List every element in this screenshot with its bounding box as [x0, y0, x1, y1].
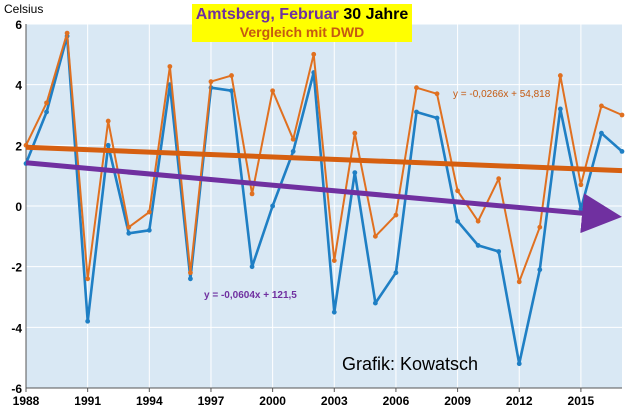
data-point-amtsberg [434, 115, 440, 121]
data-point-dwd [331, 258, 337, 263]
data-point-amtsberg [372, 300, 378, 306]
data-point-amtsberg [619, 149, 625, 154]
data-point-amtsberg [599, 130, 604, 136]
y-tick-label: -2 [11, 261, 22, 275]
data-point-dwd [311, 51, 317, 57]
data-point-dwd [455, 188, 460, 194]
data-point-dwd [516, 279, 522, 285]
data-point-dwd [229, 73, 234, 78]
chart-credit: Grafik: Kowatsch [342, 354, 479, 374]
data-point-dwd [352, 130, 358, 136]
data-point-amtsberg [537, 267, 543, 273]
y-tick-label: 4 [15, 79, 22, 93]
data-point-dwd [599, 103, 604, 109]
y-tick-label: -4 [11, 321, 22, 335]
x-tick-label: 1994 [136, 394, 163, 408]
data-point-dwd [619, 112, 625, 118]
data-point-amtsberg [188, 276, 193, 282]
data-point-amtsberg [393, 270, 399, 276]
x-tick-label: 2012 [506, 394, 533, 408]
trend-equation-amtsberg: y = -0,0604x + 121,5 [204, 290, 297, 301]
y-tick-label: 2 [15, 139, 22, 153]
data-point-dwd [290, 136, 296, 142]
data-point-dwd [105, 118, 111, 124]
data-point-dwd [208, 79, 214, 85]
data-point-dwd [537, 224, 543, 230]
data-point-amtsberg [455, 218, 460, 224]
data-point-dwd [188, 270, 193, 276]
x-tick-label: 1988 [13, 394, 40, 408]
data-point-dwd [44, 100, 49, 106]
y-tick-label: -6 [11, 382, 22, 396]
y-tick-label: 6 [15, 18, 22, 32]
data-point-amtsberg [496, 249, 502, 254]
data-point-amtsberg [44, 109, 49, 115]
data-point-dwd [557, 73, 563, 78]
data-point-amtsberg [249, 264, 255, 270]
data-point-dwd [249, 191, 255, 197]
data-point-dwd [126, 224, 132, 230]
data-point-amtsberg [126, 230, 132, 236]
chart-title: Amtsberg, Februar 30 Jahre [192, 5, 412, 24]
data-point-dwd [393, 212, 399, 218]
data-point-amtsberg [229, 88, 234, 94]
data-point-amtsberg [270, 203, 276, 209]
data-point-dwd [434, 91, 440, 97]
data-point-amtsberg [414, 109, 419, 115]
data-point-dwd [146, 209, 152, 215]
y-tick-label: 0 [15, 200, 22, 214]
x-tick-label: 2000 [259, 394, 286, 408]
x-tick-label: 2009 [444, 394, 471, 408]
chart-subtitle: Vergleich mit DWD [239, 24, 365, 40]
data-point-dwd [167, 64, 173, 69]
x-tick-label: 2006 [383, 394, 410, 408]
data-point-dwd [496, 176, 502, 182]
trendline-amtsberg [25, 160, 622, 234]
x-tick-label: 2015 [568, 394, 595, 408]
data-point-dwd [372, 233, 378, 239]
trendline-dwd [25, 144, 623, 174]
x-tick-label: 1991 [74, 394, 101, 408]
data-point-amtsberg [146, 227, 152, 233]
data-point-amtsberg [352, 170, 358, 176]
chart-title-emphasis: 30 Jahre [343, 6, 409, 23]
trend-equation-dwd: y = -0,0266x + 54,818 [453, 89, 551, 100]
x-tick-label: 1997 [198, 394, 225, 408]
data-point-amtsberg [331, 309, 337, 315]
data-point-dwd [64, 30, 70, 36]
data-point-dwd [414, 85, 419, 91]
data-point-amtsberg [475, 243, 481, 248]
data-point-amtsberg [105, 142, 111, 148]
data-point-dwd [85, 276, 91, 282]
data-point-dwd [270, 88, 276, 94]
data-point-amtsberg [85, 318, 91, 324]
y-axis-unit-label: Celsius [4, 2, 44, 16]
data-point-amtsberg [290, 149, 296, 154]
data-point-dwd [578, 182, 584, 188]
series-line-amtsberg [24, 34, 623, 366]
data-point-amtsberg [516, 361, 522, 367]
data-point-dwd [475, 218, 481, 224]
data-point-amtsberg [557, 106, 563, 112]
chart-title-prefix: Amtsberg, Februar [195, 6, 344, 23]
x-tick-label: 2003 [321, 394, 348, 408]
chart-title-box: Amtsberg, Februar 30 Jahre Vergleich mit… [192, 4, 412, 42]
